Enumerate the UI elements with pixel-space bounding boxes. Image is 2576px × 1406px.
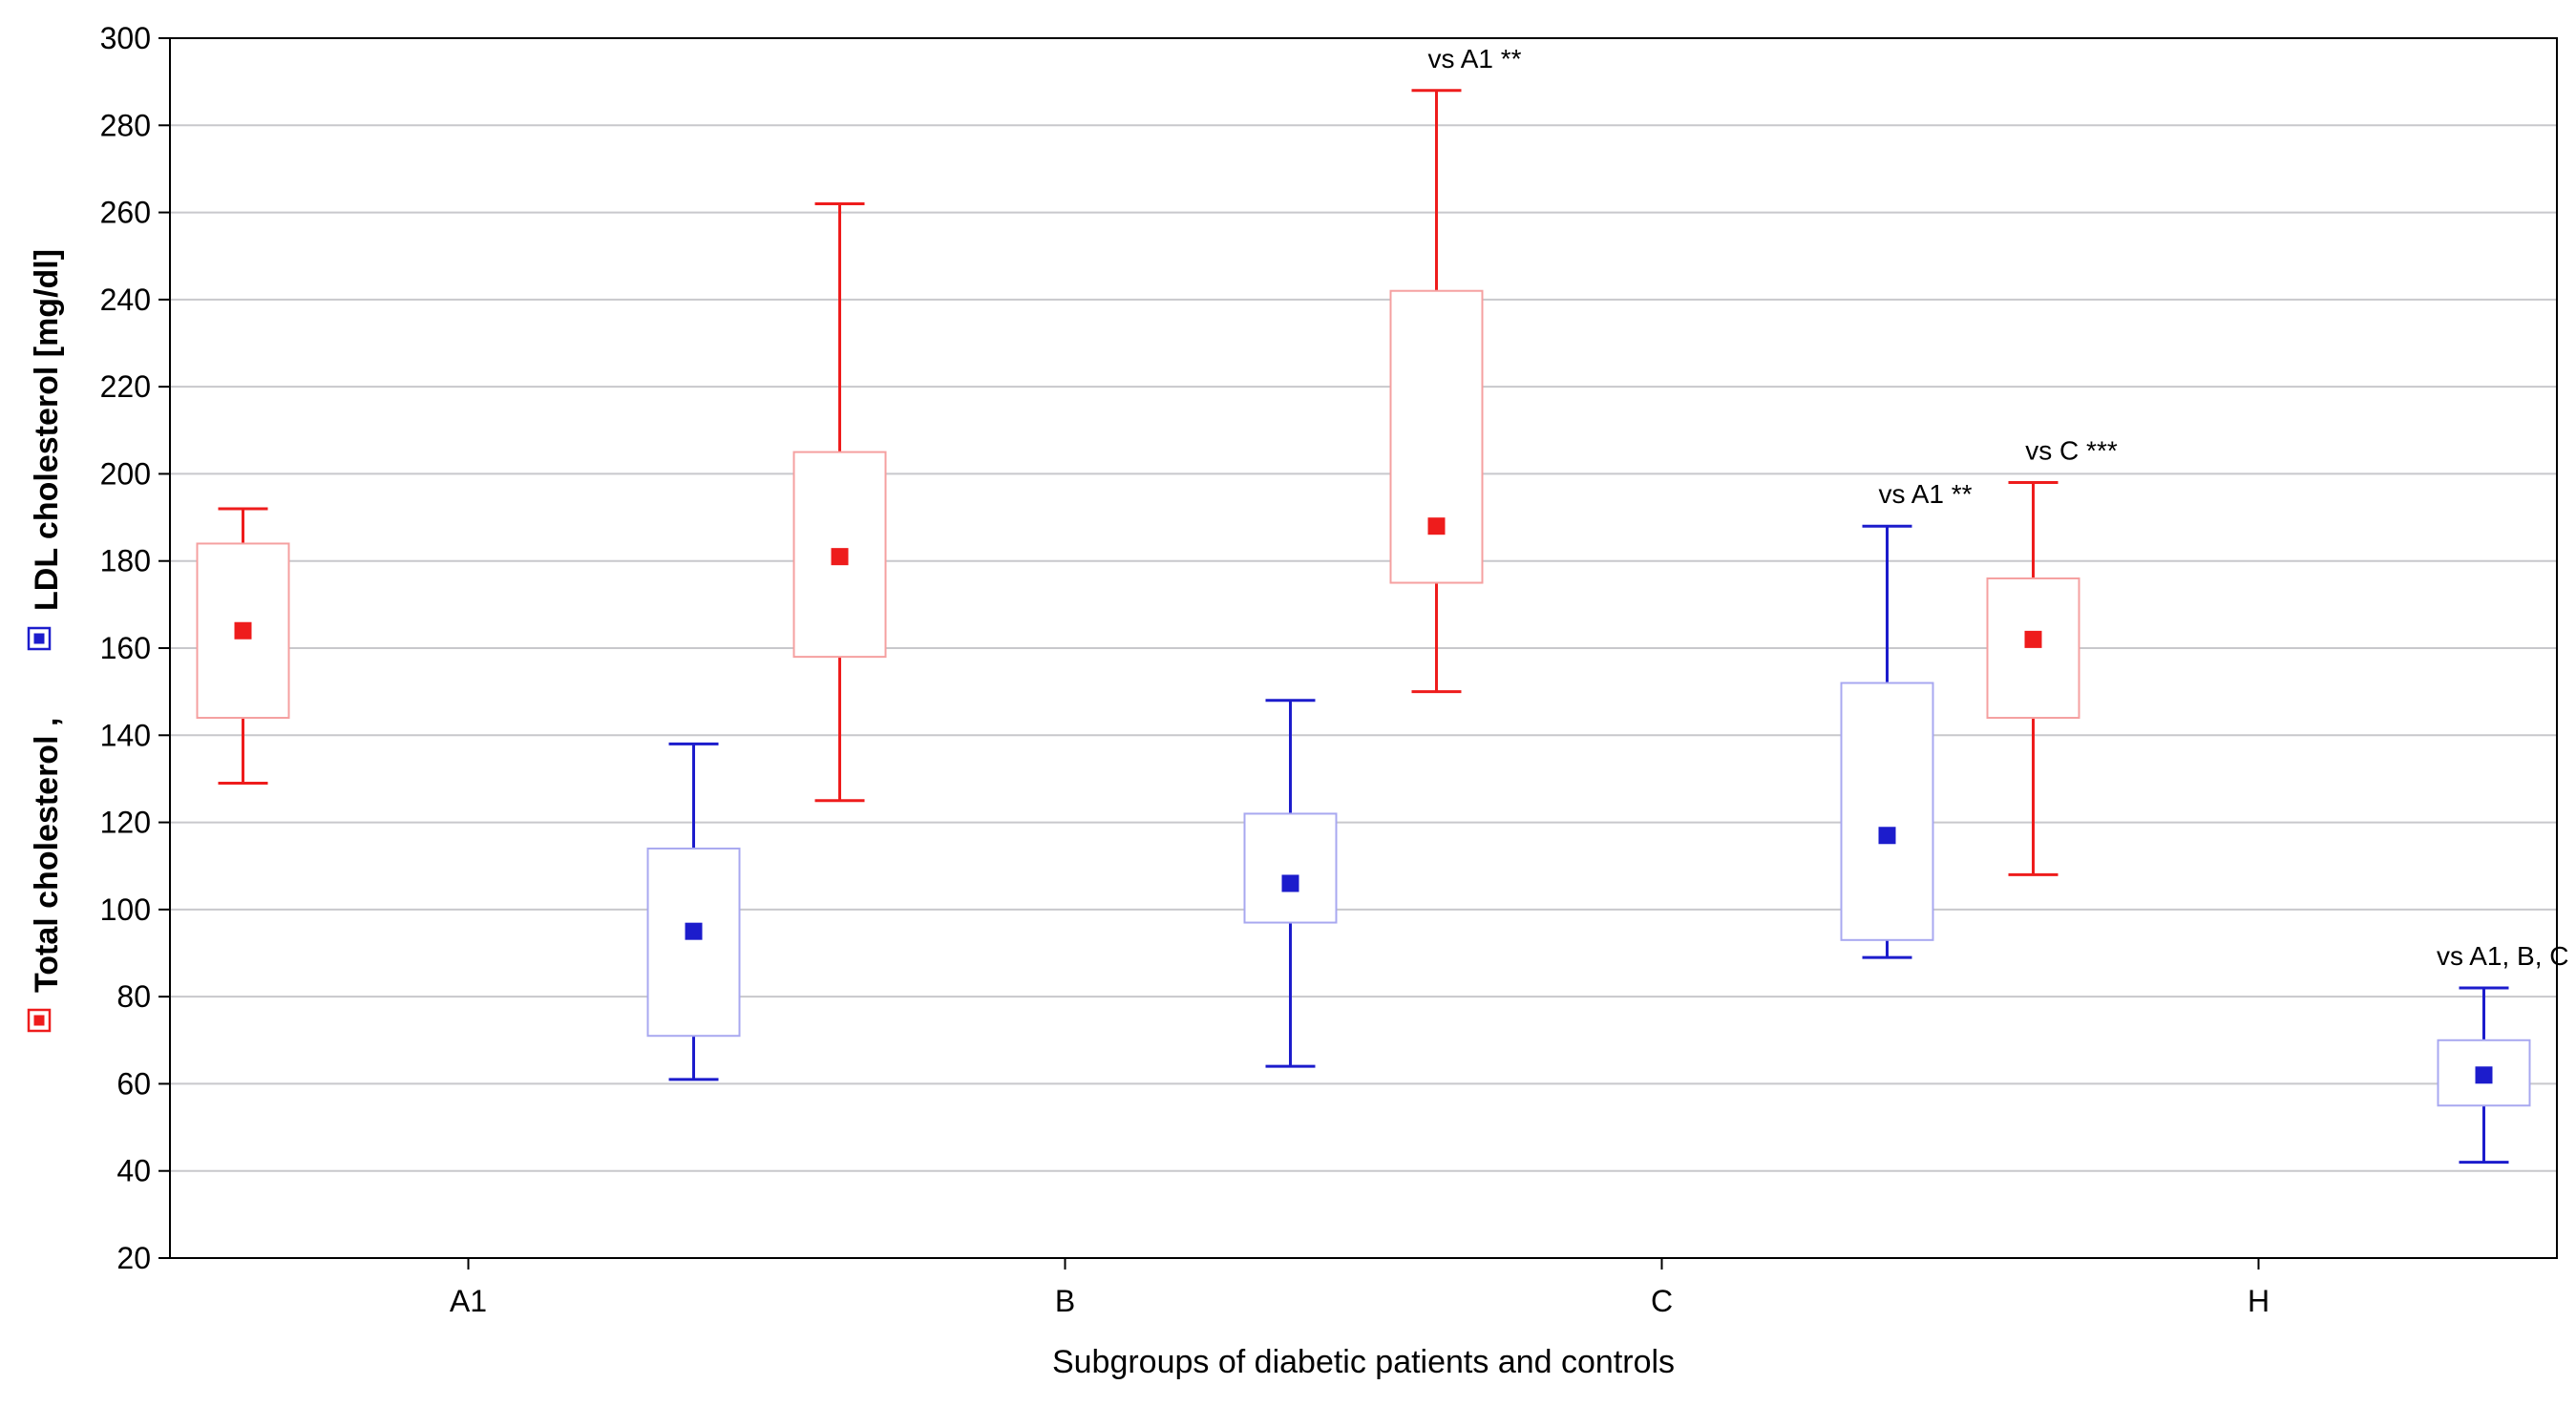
annotation-label: vs C ***	[2025, 436, 2118, 466]
y-tick-label: 20	[116, 1241, 151, 1275]
y-axis-ticks: 20 40 60 80 100 120 140 160 180 200 220 240 260 280 30…	[100, 21, 170, 1275]
y-tick-label: 40	[116, 1154, 151, 1188]
y-tick-label: 180	[100, 544, 151, 578]
y-tick-label: 260	[100, 196, 151, 230]
mean-marker	[2024, 630, 2042, 648]
mean-marker	[234, 621, 252, 640]
y-axis-title-ldl: LDL cholesterol [mg/dl]	[29, 249, 65, 611]
y-tick-label: 220	[100, 369, 151, 404]
x-tick-label: H	[2248, 1284, 2270, 1318]
mean-marker	[685, 922, 703, 940]
annotation-label: vs A1 **	[1878, 479, 1972, 509]
series-total-cholesterol	[196, 89, 2080, 876]
box	[646, 847, 741, 1038]
x-axis-ticks: A1 B C H	[450, 1258, 2270, 1318]
y-tick-label: 200	[100, 456, 151, 491]
box-series	[196, 89, 2531, 1165]
legend-ldl-marker-dot	[33, 633, 45, 644]
box	[1986, 577, 2080, 720]
mean-marker	[1281, 874, 1299, 892]
x-axis-title: Subgroups of diabetic patients and contr…	[1052, 1344, 1675, 1380]
y-tick-label: 280	[100, 108, 151, 142]
mean-marker	[1878, 827, 1896, 845]
y-axis-title: Total cholesterol , LDL cholesterol [mg/…	[27, 249, 65, 1033]
y-axis-title-total: Total cholesterol ,	[29, 718, 65, 993]
annotations: vs A1 ** vs A1 ** vs C *** vs A1, B, C ***	[1427, 44, 2576, 971]
y-tick-label: 60	[116, 1066, 151, 1101]
box	[1389, 289, 1484, 584]
mean-marker	[831, 548, 849, 566]
mean-marker	[2475, 1066, 2493, 1084]
annotation-label: vs A1, B, C ***	[2437, 941, 2576, 971]
y-tick-label: 120	[100, 806, 151, 840]
y-tick-label: 100	[100, 892, 151, 927]
grid-lines	[170, 124, 2557, 1172]
y-tick-label: 240	[100, 283, 151, 317]
box	[1840, 682, 1934, 941]
x-tick-label: B	[1055, 1284, 1075, 1318]
annotation-label: vs A1 **	[1427, 44, 1521, 73]
x-tick-label: C	[1651, 1284, 1673, 1318]
series-ldl-cholesterol	[646, 524, 2531, 1165]
y-tick-label: 80	[116, 979, 151, 1014]
y-tick-label: 140	[100, 718, 151, 752]
x-tick-label: A1	[450, 1284, 487, 1318]
box	[1243, 812, 1338, 924]
y-tick-label: 300	[100, 21, 151, 55]
y-tick-label: 160	[100, 631, 151, 665]
legend-total-marker-dot	[33, 1015, 45, 1026]
mean-marker	[1427, 517, 1446, 535]
